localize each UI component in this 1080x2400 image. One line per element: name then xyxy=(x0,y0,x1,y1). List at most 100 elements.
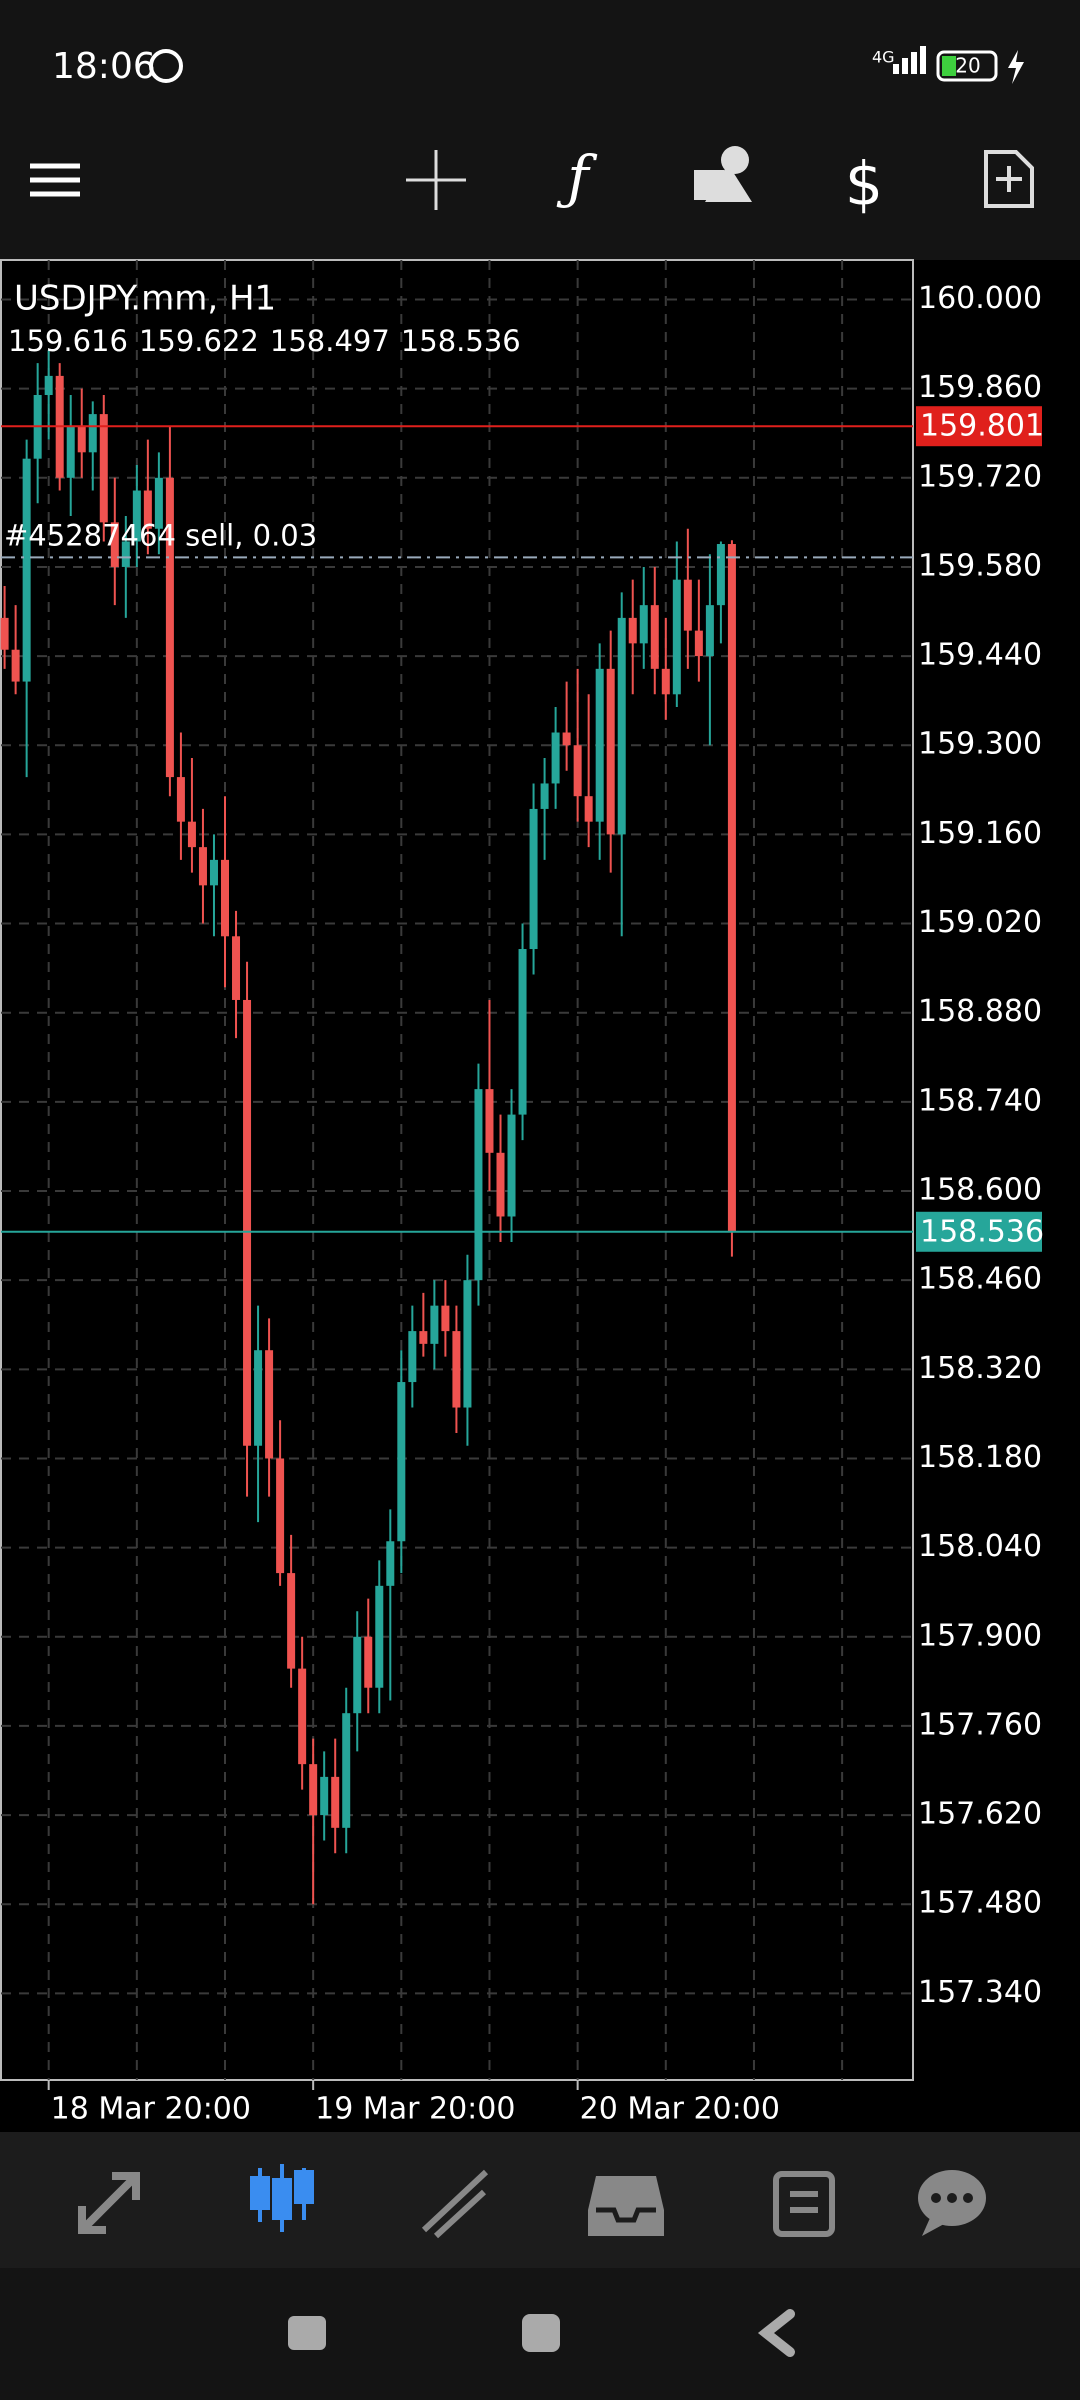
y-tick-label: 159.020 xyxy=(918,905,1042,940)
candle-body xyxy=(375,1585,384,1688)
bid-label-box xyxy=(916,1211,1042,1252)
candle-body xyxy=(595,668,604,822)
ask-label-box xyxy=(916,406,1042,447)
candle-body xyxy=(44,375,53,396)
candle-body xyxy=(573,745,582,797)
y-tick-label: 158.320 xyxy=(918,1351,1042,1386)
candle-body xyxy=(452,1331,461,1408)
x-tick-label: 20 Mar 20:00 xyxy=(580,2092,780,2127)
candle-body xyxy=(672,579,681,695)
candle-body xyxy=(650,605,659,669)
nav-messages[interactable] xyxy=(918,2170,986,2236)
candle-body xyxy=(309,1764,318,1816)
signal-icon xyxy=(893,46,926,74)
y-tick-label: 157.620 xyxy=(918,1797,1042,1832)
charging-icon xyxy=(1008,50,1024,84)
y-tick-label: 159.580 xyxy=(918,548,1042,583)
candle-body xyxy=(716,544,725,606)
candle-body xyxy=(694,630,703,657)
candle-body xyxy=(705,605,714,657)
menu-button[interactable] xyxy=(30,163,80,197)
nav-quotes[interactable] xyxy=(78,2172,140,2234)
candle-body xyxy=(110,522,119,567)
candle-body xyxy=(99,414,108,523)
candle-body xyxy=(331,1776,340,1828)
candle-body xyxy=(584,796,593,822)
candle-body xyxy=(518,949,527,1115)
candle-body xyxy=(463,1280,472,1408)
ohlc-open: 159.616 xyxy=(8,324,128,358)
candle-body xyxy=(187,821,196,848)
new-order-button[interactable] xyxy=(984,150,1034,208)
battery-icon xyxy=(936,50,998,82)
ohlc-close: 158.536 xyxy=(401,324,521,358)
candle-body xyxy=(254,1350,263,1446)
candle-body xyxy=(419,1331,428,1344)
candle-body xyxy=(430,1305,439,1344)
back-button[interactable] xyxy=(757,2309,795,2357)
candle-body xyxy=(386,1541,395,1586)
chart: 160.000 159.860 159.720 159.580 159.440 159.3… xyxy=(0,259,1044,2127)
ohlc-readout: 159.616 159.622 158.497 158.536 xyxy=(8,324,521,358)
candle-body xyxy=(320,1776,329,1816)
nav-chart[interactable] xyxy=(250,2164,314,2232)
candle-body xyxy=(540,783,549,809)
candle-body xyxy=(154,477,163,529)
status-time: 18:06 xyxy=(52,46,156,87)
battery-level xyxy=(942,56,956,76)
bid-label: 158.536 xyxy=(920,1214,1044,1249)
candle-body xyxy=(165,477,174,778)
order-label: #45287464 sell, 0.03 xyxy=(4,518,317,552)
y-tick-label: 158.460 xyxy=(918,1262,1042,1297)
candle-body xyxy=(77,426,86,453)
candle-body xyxy=(209,859,218,886)
alarm-icon xyxy=(149,49,183,83)
recents-button[interactable] xyxy=(288,2316,326,2350)
network-type: 4G xyxy=(872,48,895,67)
nav-trade[interactable] xyxy=(421,2169,489,2239)
crosshair-button[interactable] xyxy=(406,150,466,210)
candle-body xyxy=(11,649,20,682)
candle-body xyxy=(287,1573,296,1669)
nav-history[interactable] xyxy=(588,2176,664,2236)
objects-button[interactable] xyxy=(694,146,752,202)
y-tick-label: 159.160 xyxy=(918,816,1042,851)
y-tick-label: 160.000 xyxy=(918,281,1042,316)
y-tick-label: 158.180 xyxy=(918,1440,1042,1475)
candle-body xyxy=(408,1331,417,1383)
candle-body xyxy=(221,859,229,937)
candle-body xyxy=(298,1668,307,1765)
ohlc-low: 158.497 xyxy=(270,324,390,358)
candle-body xyxy=(606,668,615,835)
y-tick-label: 159.860 xyxy=(918,370,1042,405)
ask-label: 159.801 xyxy=(920,409,1044,444)
candle-body xyxy=(529,808,538,950)
y-tick-label: 157.480 xyxy=(918,1886,1042,1921)
candle-body xyxy=(265,1350,274,1459)
top-bar xyxy=(0,0,1080,260)
bottom-nav xyxy=(0,2132,1080,2268)
y-tick-label: 157.760 xyxy=(918,1707,1042,1742)
candle-body xyxy=(485,1089,494,1153)
candle-body xyxy=(353,1636,362,1714)
candle-body xyxy=(121,541,130,567)
candle-body xyxy=(639,605,648,644)
home-button[interactable] xyxy=(522,2314,560,2352)
y-tick-label: 157.900 xyxy=(918,1618,1042,1653)
y-tick-label: 158.740 xyxy=(918,1083,1042,1118)
candle-body xyxy=(88,414,97,453)
candle-body xyxy=(243,999,252,1446)
nav-news[interactable] xyxy=(773,2171,835,2237)
candle-body xyxy=(683,579,692,631)
x-tick-label: 18 Mar 20:00 xyxy=(51,2092,251,2127)
candle-body xyxy=(562,732,571,746)
candle-body xyxy=(342,1713,351,1828)
candle-body xyxy=(661,668,670,695)
candle-body xyxy=(617,617,626,835)
candle-body xyxy=(441,1305,450,1332)
candle-body xyxy=(628,617,637,644)
y-tick-label: 158.040 xyxy=(918,1529,1042,1564)
trade-button[interactable]: $ xyxy=(845,150,883,220)
